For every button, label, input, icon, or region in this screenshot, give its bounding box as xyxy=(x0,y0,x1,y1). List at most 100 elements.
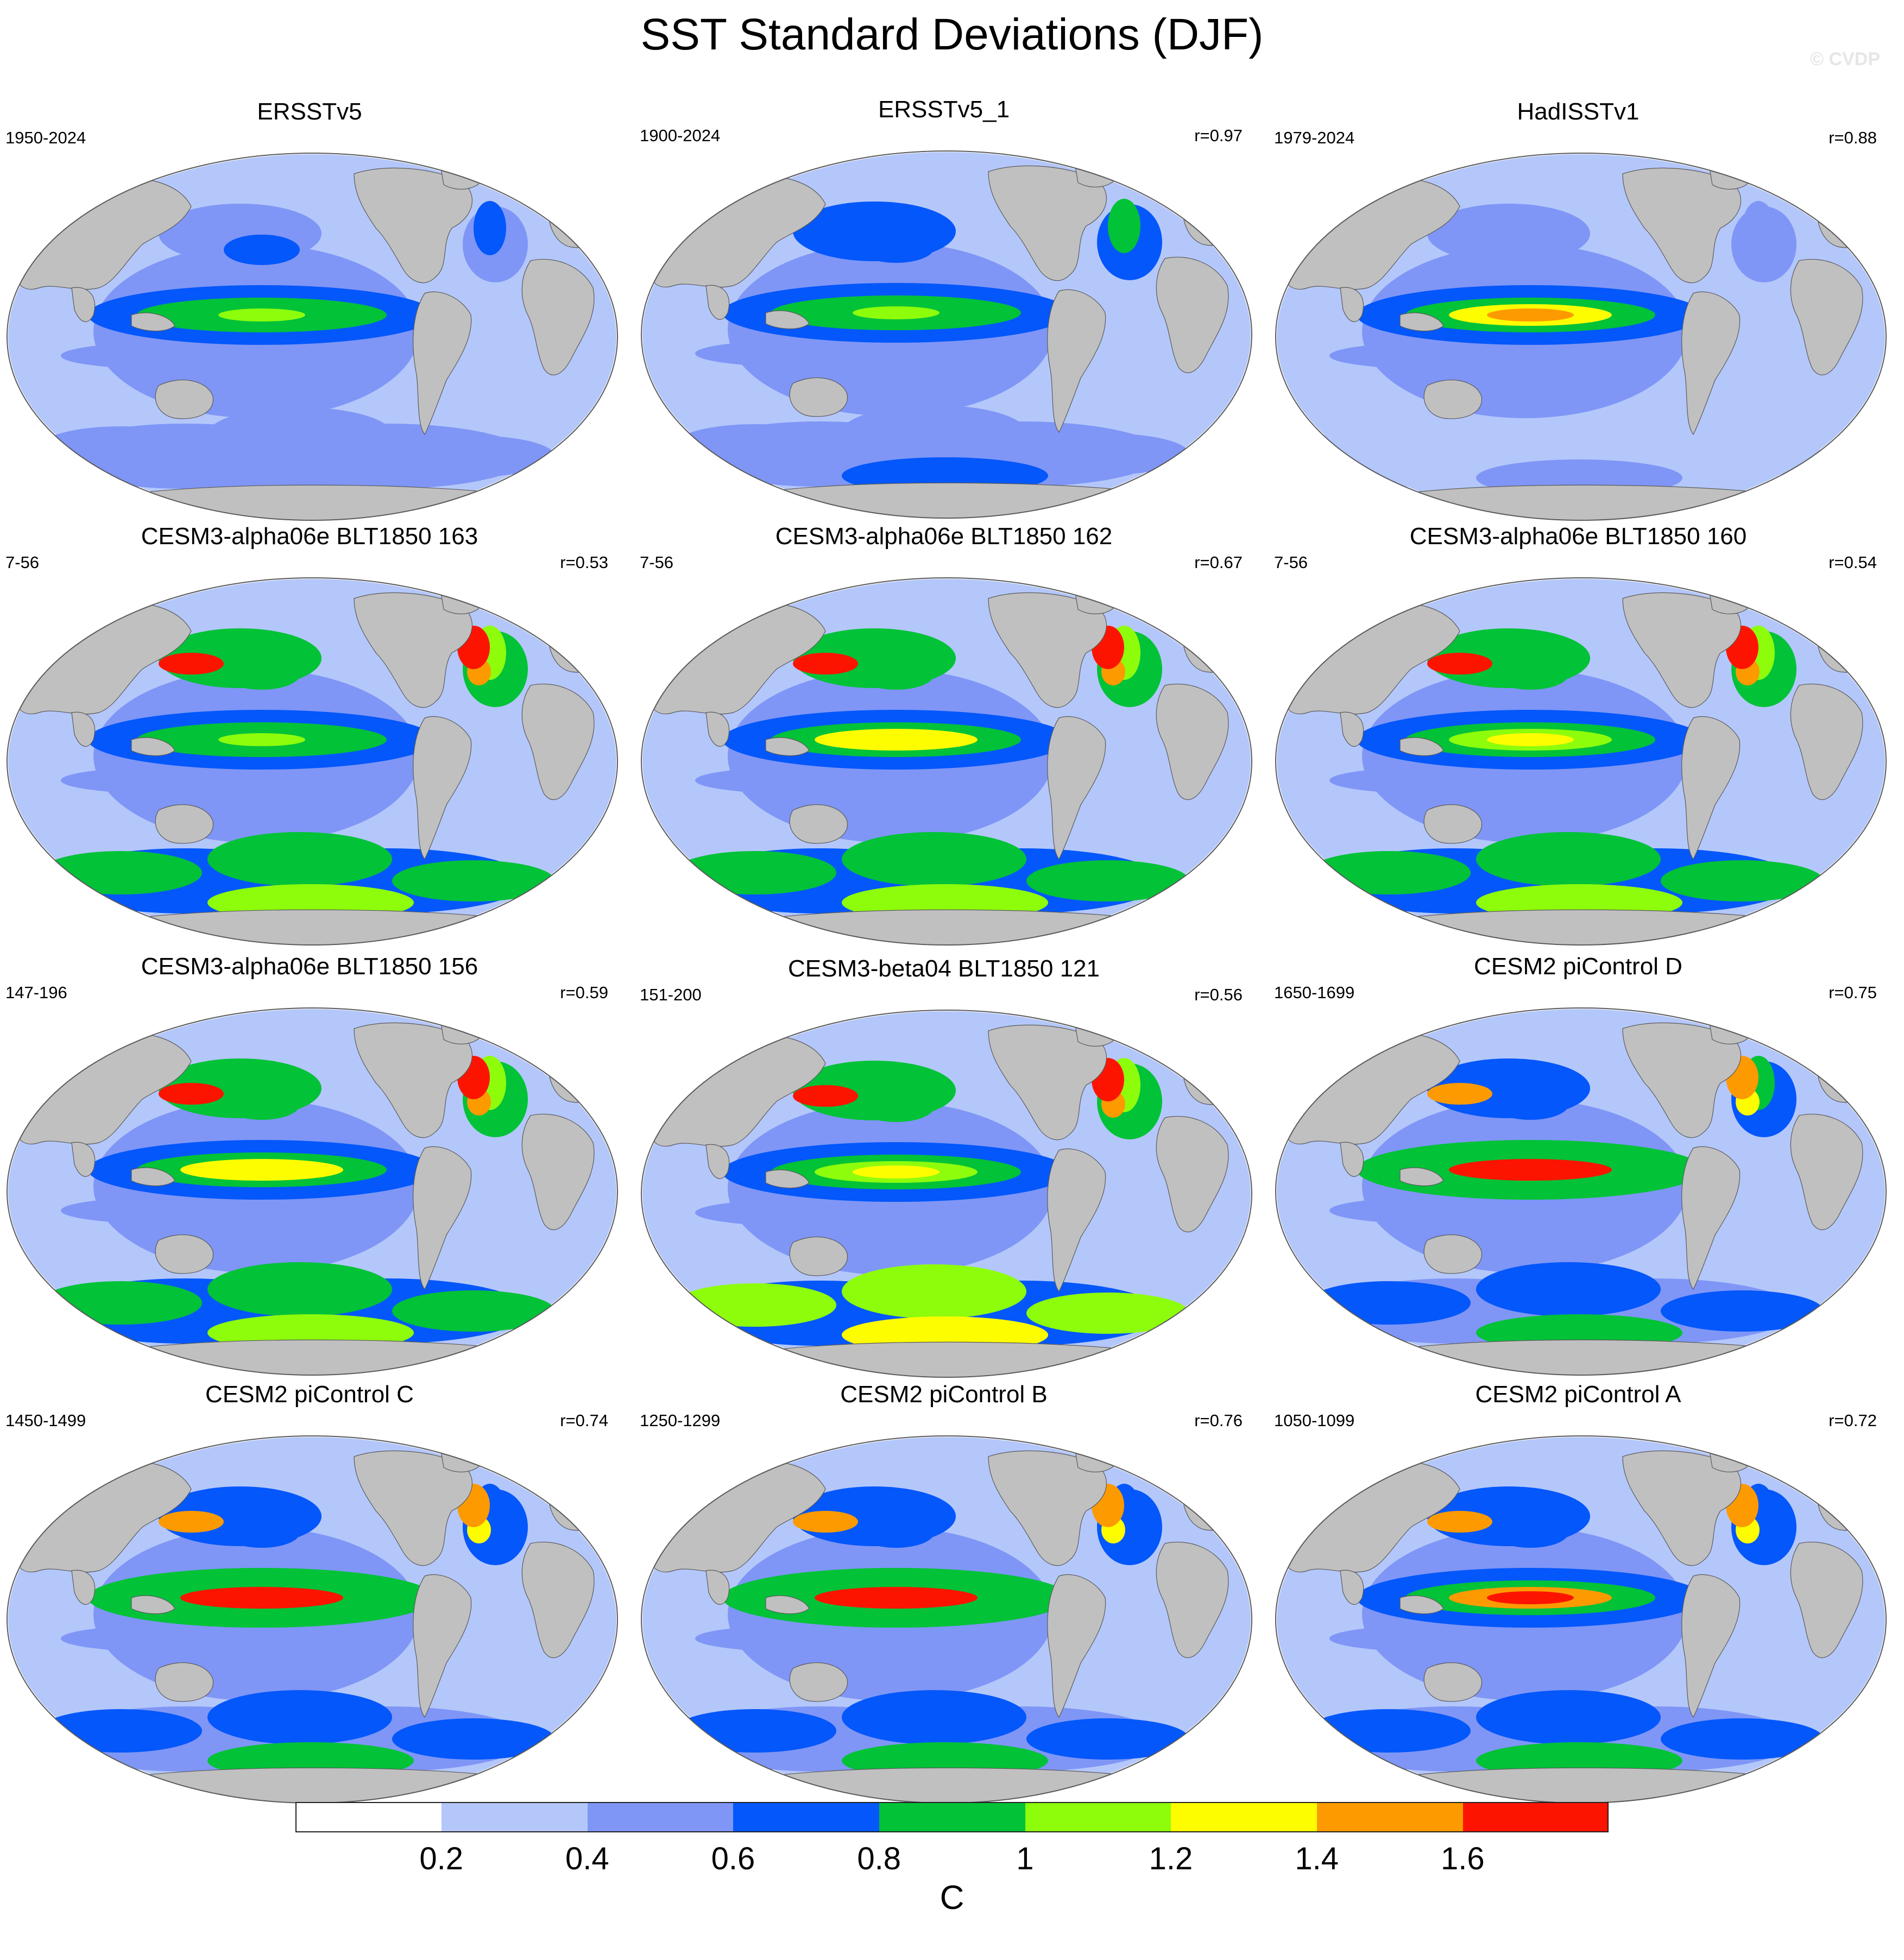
sst-field xyxy=(642,579,1251,945)
sst-contour xyxy=(1329,342,1547,369)
landmass xyxy=(521,1113,595,1230)
sst-contour xyxy=(793,1085,858,1107)
colorbar-segment xyxy=(1462,1802,1609,1832)
landmass xyxy=(547,191,615,248)
landmass xyxy=(1790,259,1863,375)
landmass xyxy=(1681,1146,1741,1290)
sst-contour xyxy=(1026,860,1189,902)
panel-period: 1050-1099 xyxy=(1274,1411,1355,1430)
colorbar-segment xyxy=(295,1802,442,1832)
landmass xyxy=(1399,1595,1444,1614)
landmass xyxy=(1423,1234,1482,1274)
sst-contour xyxy=(218,733,305,746)
landmass xyxy=(1790,683,1863,800)
landmass xyxy=(131,1167,175,1186)
landmass xyxy=(1340,1142,1364,1177)
landmass xyxy=(1182,1048,1250,1105)
landmass xyxy=(1047,1148,1106,1293)
landmass xyxy=(1790,1541,1863,1658)
sst-contour xyxy=(673,1283,836,1327)
sst-contour xyxy=(1492,1517,1568,1548)
landmass xyxy=(1681,291,1741,436)
sst-contour xyxy=(1026,1293,1189,1334)
sst-contour xyxy=(39,851,202,894)
panel-title: CESM2 piControl C xyxy=(205,1381,414,1408)
landmass xyxy=(705,1570,730,1605)
colorbar-tick-label: 0.6 xyxy=(711,1841,755,1876)
sst-contour xyxy=(1026,433,1189,475)
panel-correlation: r=0.72 xyxy=(1829,1411,1877,1430)
map-outline xyxy=(7,577,618,946)
panel-period: 151-200 xyxy=(640,985,702,1004)
panel-title: CESM3-beta04 BLT1850 121 xyxy=(788,955,1100,982)
map-panel-cesm2-picontrol-d: CESM2 piControl D 1650-1699 r=0.75 xyxy=(1269,951,1888,1381)
sst-contour xyxy=(842,405,1026,459)
sst-contour xyxy=(474,201,506,255)
panel-correlation: r=0.88 xyxy=(1829,128,1877,147)
landmass xyxy=(71,1570,96,1605)
map-panel-ersstv5-1: ERSSTv5_1 1900-2024 r=0.97 xyxy=(634,94,1253,524)
panel-correlation: r=0.74 xyxy=(560,1411,608,1430)
sst-contour xyxy=(1476,1690,1661,1744)
sst-contour xyxy=(224,1517,300,1548)
map-panel-cesm2-picontrol-b: CESM2 piControl B 1250-1299 r=0.76 xyxy=(634,1379,1253,1808)
panel-correlation: r=0.59 xyxy=(560,983,608,1002)
panel-title: ERSSTv5_1 xyxy=(878,96,1010,123)
landmass xyxy=(1156,683,1229,800)
landmass xyxy=(547,1473,615,1531)
colorbar-segment xyxy=(1025,1802,1171,1832)
sst-field xyxy=(8,1437,616,1803)
landmass xyxy=(413,291,472,436)
world-map xyxy=(641,1010,1252,1378)
panel-period: 7-56 xyxy=(5,553,40,572)
landmass xyxy=(765,737,810,756)
panel-period: 7-56 xyxy=(1274,553,1308,572)
panel-title: CESM3-alpha06e BLT1850 160 xyxy=(1409,523,1747,550)
map-panel-ersstv5: ERSSTv5 1950-2024 xyxy=(0,97,619,526)
colorbar-segment xyxy=(879,1802,1025,1832)
panel-title: CESM2 piControl A xyxy=(1475,1381,1681,1408)
landmass xyxy=(155,1234,213,1274)
world-map xyxy=(7,1435,618,1804)
landmass xyxy=(765,310,810,329)
colorbar-segment xyxy=(441,1802,588,1832)
landmass xyxy=(1156,1541,1229,1658)
panel-period: 1950-2024 xyxy=(5,128,86,147)
sst-contour xyxy=(39,426,202,470)
sst-contour xyxy=(159,1511,224,1533)
sst-contour xyxy=(1487,1163,1574,1176)
sst-field xyxy=(8,1009,616,1375)
sst-contour xyxy=(218,1591,305,1604)
sst-contour xyxy=(853,733,940,746)
landmass xyxy=(155,804,213,844)
panel-title: CESM3-alpha06e BLT1850 156 xyxy=(141,953,478,980)
cvdp-watermark: © CVDP xyxy=(1810,49,1880,70)
sst-contour xyxy=(39,1709,202,1753)
panel-period: 1979-2024 xyxy=(1274,128,1355,147)
landmass xyxy=(1047,289,1106,433)
colorbar-tick-label: 1.2 xyxy=(1149,1841,1193,1876)
landmass xyxy=(1399,1167,1444,1186)
map-panel-cesm2-picontrol-c: CESM2 piControl C 1450-1499 r=0.74 xyxy=(0,1379,619,1808)
map-panel-cesm3-beta04-121: CESM3-beta04 BLT1850 121 151-200 r=0.56 xyxy=(634,954,1253,1383)
sst-contour xyxy=(1661,860,1824,902)
colorbar-segment xyxy=(1171,1802,1317,1832)
sst-contour xyxy=(392,860,555,902)
sst-contour xyxy=(218,1163,305,1176)
world-map xyxy=(1275,577,1887,946)
panel-period: 7-56 xyxy=(640,553,674,572)
panel-correlation: r=0.97 xyxy=(1194,126,1243,145)
map-panel-cesm3-alpha06e-162: CESM3-alpha06e BLT1850 162 7-56 r=0.67 xyxy=(634,521,1253,950)
colorbar-segment xyxy=(587,1802,734,1832)
world-map xyxy=(641,577,1252,946)
sst-contour xyxy=(1661,1718,1824,1760)
map-outline xyxy=(641,1010,1252,1378)
map-panel-cesm2-picontrol-a: CESM2 piControl A 1050-1099 r=0.72 xyxy=(1269,1379,1888,1808)
landmass xyxy=(1423,1662,1482,1702)
landmass xyxy=(547,615,615,673)
landmass xyxy=(789,1237,848,1276)
sst-contour xyxy=(1492,235,1568,265)
landmass xyxy=(1816,1045,1884,1103)
landmass xyxy=(71,287,96,322)
panel-period: 1900-2024 xyxy=(640,126,721,145)
